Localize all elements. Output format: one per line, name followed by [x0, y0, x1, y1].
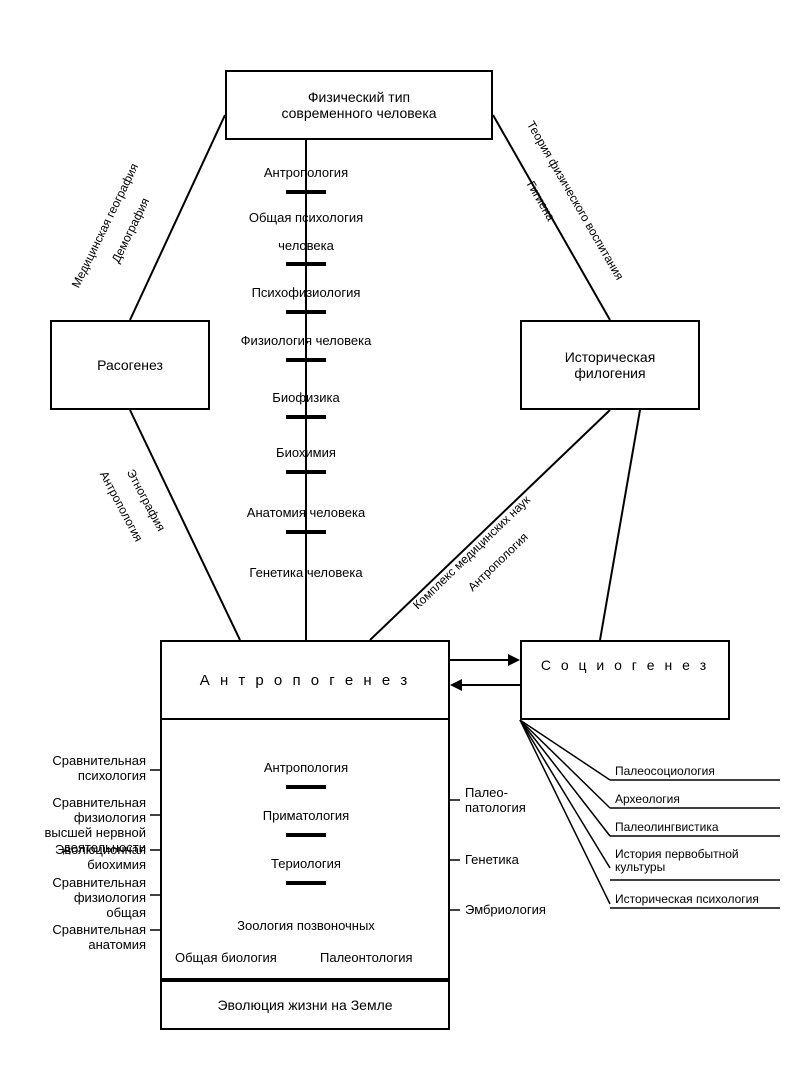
- lbl-mr-1: Генетика: [465, 852, 519, 867]
- mid-bot-1: Приматология: [206, 808, 406, 823]
- tick-t0: [286, 190, 326, 194]
- lbl-fan-4: Историческая психология: [615, 892, 759, 906]
- node-evolution: Эволюция жизни на Земле: [160, 980, 450, 1030]
- lbl-lb-2: Эволюционная биохимия: [0, 842, 146, 872]
- mid-pair-left: Общая биология: [175, 950, 277, 965]
- mid-top-8: Генетика человека: [206, 565, 406, 580]
- node-top-label: Физический типсовременного человека: [281, 89, 436, 121]
- mid-bot-0: Антропология: [206, 760, 406, 775]
- mid-top-4: Физиология человека: [206, 333, 406, 348]
- tick-t1: [286, 262, 326, 266]
- tick-b2: [286, 881, 326, 885]
- tick-t4: [286, 415, 326, 419]
- mid-top-7: Анатомия человека: [206, 505, 406, 520]
- mid-top-0: Антропология: [206, 165, 406, 180]
- tick-b1: [286, 833, 326, 837]
- lbl-lb-0: Сравнительнаяпсихология: [52, 753, 146, 783]
- tick-b0: [286, 785, 326, 789]
- mid-top-5: Биофизика: [206, 390, 406, 405]
- lbl-fan-2: Палеолингвистика: [615, 820, 719, 834]
- lbl-lb-3: Сравнительная физиологияобщая: [0, 875, 146, 920]
- lbl-fan-0: Палеосоциология: [615, 764, 715, 778]
- tick-t3: [286, 358, 326, 362]
- node-anthropo-label: А н т р о п о г е н е з: [200, 672, 410, 689]
- node-left: Расогенез: [50, 320, 210, 410]
- tick-t5: [286, 470, 326, 474]
- lbl-mr-2: Эмбриология: [465, 902, 546, 917]
- node-socio-label: С о ц и о г е н е з: [541, 657, 709, 673]
- lbl-lb-4: Сравнительная анатомия: [0, 922, 146, 952]
- node-right: Историческаяфилогения: [520, 320, 700, 410]
- node-right-label: Историческаяфилогения: [565, 349, 656, 381]
- node-evolution-label: Эволюция жизни на Земле: [217, 997, 392, 1013]
- mid-bot-3: Зоология позвоночных: [206, 918, 406, 933]
- node-socio: С о ц и о г е н е з: [520, 640, 730, 720]
- node-top: Физический типсовременного человека: [225, 70, 493, 140]
- mid-pair-right: Палеонтология: [320, 950, 413, 965]
- mid-top-1: Общая психология: [206, 210, 406, 225]
- tick-t6: [286, 530, 326, 534]
- node-lower-wrap: [160, 720, 450, 980]
- lbl-fan-3: История первобытнойкультуры: [615, 848, 785, 874]
- mid-top-6: Биохимия: [206, 445, 406, 460]
- mid-top-2: человека: [206, 238, 406, 253]
- mid-top-3: Психофизиология: [206, 285, 406, 300]
- mid-bot-2: Териология: [206, 856, 406, 871]
- node-anthropo: А н т р о п о г е н е з: [160, 640, 450, 720]
- lbl-fan-1: Археология: [615, 792, 680, 806]
- tick-t2: [286, 310, 326, 314]
- lbl-mr-0: Палео-патология: [465, 785, 535, 815]
- node-left-label: Расогенез: [97, 357, 163, 373]
